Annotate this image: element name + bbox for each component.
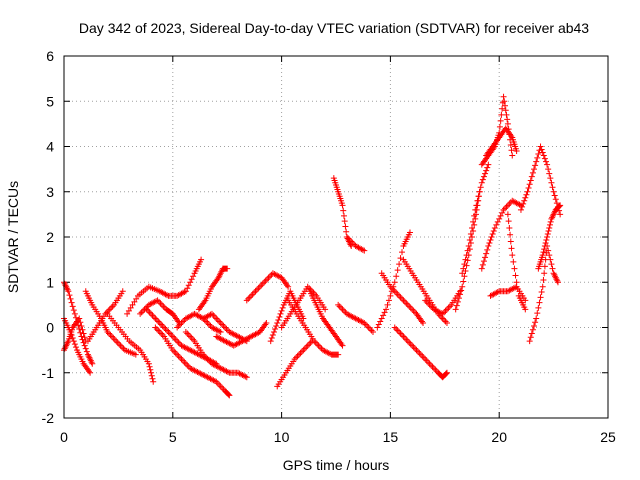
y-axis-label: SDTVAR / TECUs bbox=[5, 181, 21, 293]
series-track-ac bbox=[422, 288, 464, 317]
plot-frame bbox=[63, 55, 609, 419]
y-tick-label: 6 bbox=[46, 48, 54, 64]
y-tick-label: 1 bbox=[46, 274, 54, 290]
data-point-marks bbox=[274, 338, 316, 390]
y-tick-label: 2 bbox=[46, 229, 54, 245]
data-point-marks bbox=[517, 143, 564, 218]
y-tick-label: 3 bbox=[46, 184, 54, 200]
series-track-ae bbox=[459, 161, 492, 277]
data-point-marks bbox=[374, 229, 413, 331]
data-point-marks bbox=[483, 125, 520, 159]
series-track-ag bbox=[483, 125, 520, 159]
series-track-p bbox=[243, 270, 292, 304]
series-track-l bbox=[182, 329, 250, 381]
grid-lines bbox=[64, 56, 608, 418]
series-track-ak bbox=[535, 202, 564, 272]
data-point-marks bbox=[378, 270, 427, 326]
y-tick-label: 0 bbox=[46, 320, 54, 336]
data-point-marks bbox=[330, 175, 355, 250]
series-track-t bbox=[278, 283, 329, 331]
series-track-u bbox=[306, 288, 346, 349]
data-point-marks bbox=[504, 211, 529, 313]
data-point-marks bbox=[535, 202, 564, 272]
series-track-am bbox=[487, 283, 529, 304]
series-track-o bbox=[213, 319, 270, 349]
data-point-marks bbox=[278, 283, 329, 331]
x-tick-label: 5 bbox=[169, 429, 177, 445]
series-track-v bbox=[330, 175, 355, 250]
chart-title: Day 342 of 2023, Sidereal Day-to-day VTE… bbox=[79, 20, 589, 36]
series-track-aj bbox=[517, 143, 564, 218]
series-track-al bbox=[526, 243, 561, 345]
series-track-ai bbox=[504, 211, 529, 313]
y-tick-label: -2 bbox=[42, 410, 55, 426]
x-tick-label: 10 bbox=[274, 429, 290, 445]
series-track-x bbox=[335, 301, 376, 336]
data-point-marks bbox=[478, 197, 524, 272]
series-track-d bbox=[82, 288, 139, 358]
series-track-z bbox=[378, 270, 427, 326]
data-point-marks bbox=[195, 265, 231, 313]
x-tick-label: 25 bbox=[600, 429, 616, 445]
data-point-marks bbox=[526, 243, 561, 345]
series-track-aa bbox=[391, 324, 450, 381]
data-points bbox=[61, 93, 564, 399]
series-track-af bbox=[478, 93, 516, 168]
x-axis-label: GPS time / hours bbox=[283, 457, 390, 473]
data-point-marks bbox=[459, 161, 492, 277]
y-tick-label: 4 bbox=[46, 139, 54, 155]
y-tick-label: -1 bbox=[42, 365, 55, 381]
series-track-g bbox=[124, 256, 205, 317]
series-track-ah bbox=[478, 197, 524, 272]
series-track-j bbox=[152, 324, 233, 399]
data-point-marks bbox=[487, 283, 529, 304]
data-point-marks bbox=[391, 324, 450, 381]
series-track-e bbox=[84, 288, 126, 345]
series-track-f bbox=[104, 310, 157, 385]
data-point-marks bbox=[243, 270, 292, 304]
data-point-marks bbox=[478, 93, 516, 168]
series-track-k bbox=[174, 310, 224, 336]
x-tick-label: 15 bbox=[383, 429, 399, 445]
data-point-marks bbox=[306, 288, 346, 349]
series-track-r bbox=[274, 338, 316, 390]
data-point-marks bbox=[124, 256, 205, 317]
data-point-marks bbox=[343, 234, 368, 254]
data-point-marks bbox=[152, 324, 233, 399]
data-point-marks bbox=[213, 319, 270, 349]
data-point-marks bbox=[335, 301, 376, 336]
axis-ticks: 0 5 10 15 20 25 -2 -1 0 1 2 3 4 5 6 bbox=[42, 48, 616, 445]
data-point-marks bbox=[84, 288, 126, 345]
data-point-marks bbox=[182, 329, 250, 381]
data-point-marks bbox=[82, 288, 139, 358]
y-tick-label: 5 bbox=[46, 93, 54, 109]
x-tick-label: 0 bbox=[60, 429, 68, 445]
series-track-w bbox=[343, 234, 368, 254]
data-point-marks bbox=[422, 288, 464, 317]
series-track-m bbox=[195, 265, 231, 313]
series-track-y bbox=[374, 229, 413, 331]
x-tick-label: 20 bbox=[491, 429, 507, 445]
data-point-marks bbox=[104, 310, 157, 385]
data-point-marks bbox=[174, 310, 224, 336]
